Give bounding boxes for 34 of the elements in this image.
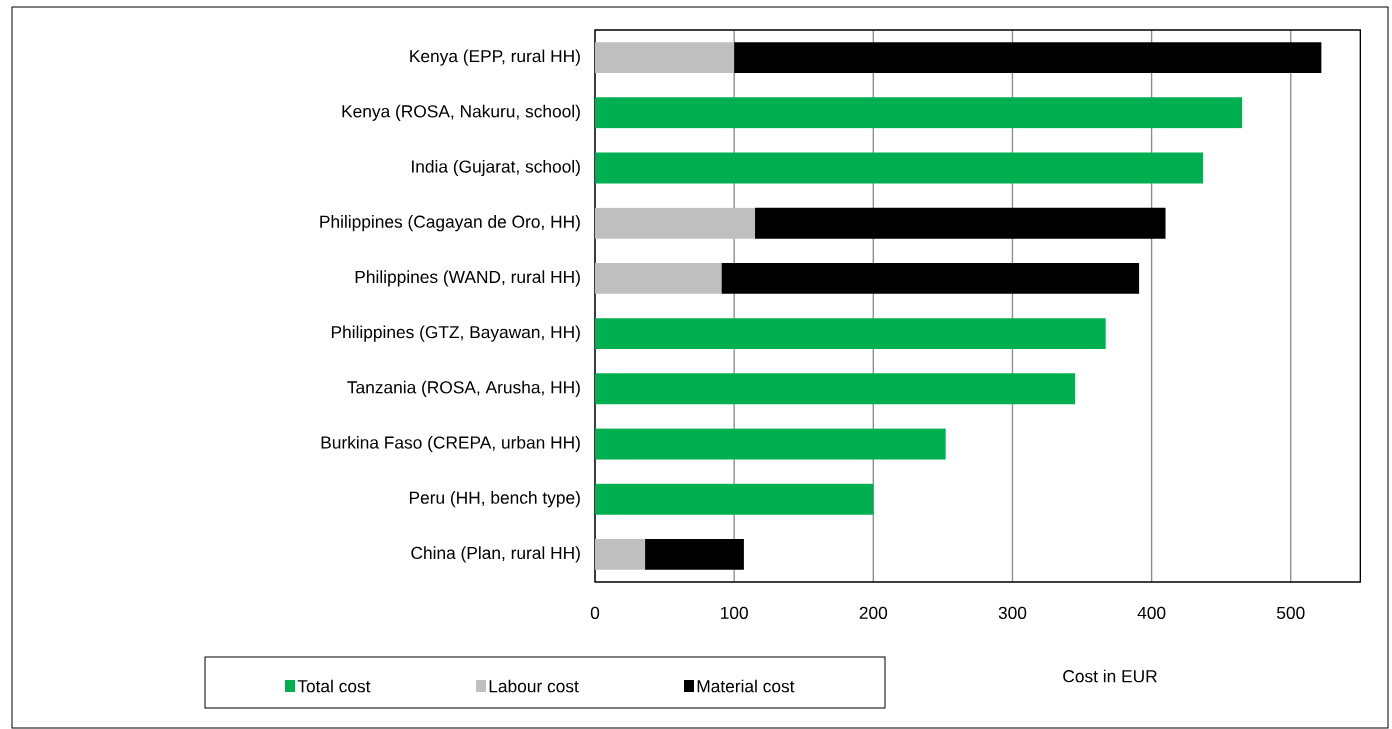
legend-label: Total cost — [297, 679, 371, 693]
bar — [595, 483, 874, 515]
x-tick-label: 400 — [1137, 606, 1166, 619]
bar — [721, 262, 1140, 294]
bar — [595, 373, 1076, 405]
y-tick-label: India (Gujarat, school) — [412, 159, 580, 177]
bar — [595, 428, 946, 460]
bar — [755, 207, 1166, 239]
legend-label: Material cost — [697, 679, 795, 693]
bar — [595, 42, 735, 74]
x-tick-label: 100 — [721, 606, 748, 619]
bar — [595, 262, 722, 294]
bar — [595, 152, 1204, 184]
y-tick-label: Burkina Faso (CREPA, urban HH) — [321, 435, 580, 453]
y-tick-label: Kenya (ROSA, Nakuru, school) — [342, 104, 580, 121]
bar — [595, 538, 646, 570]
x-tick-label: 0 — [590, 606, 600, 619]
x-tick-label: 300 — [998, 606, 1027, 619]
y-tick-label: Peru (HH, bench type) — [409, 491, 580, 508]
x-axis-title: Cost in EUR — [1063, 669, 1157, 683]
bar — [645, 538, 744, 570]
bar — [595, 318, 1106, 350]
x-tick-label: 200 — [859, 606, 888, 619]
y-tick-label: China (Plan, rural HH) — [411, 546, 580, 563]
bar — [595, 97, 1243, 129]
bar — [734, 42, 1322, 74]
y-tick-label: Tanzania (ROSA, Arusha, HH) — [347, 380, 580, 397]
y-tick-label: Philippines (WAND, rural HH) — [355, 270, 580, 287]
legend-label: Labour cost — [489, 679, 579, 693]
bar — [595, 207, 756, 239]
x-tick-label: 500 — [1276, 606, 1305, 619]
y-tick-label: Kenya (EPP, rural HH) — [410, 49, 580, 66]
y-tick-label: Philippines (Cagayan de Oro, HH) — [320, 215, 580, 232]
y-tick-label: Philippines (GTZ, Bayawan, HH) — [331, 325, 580, 342]
